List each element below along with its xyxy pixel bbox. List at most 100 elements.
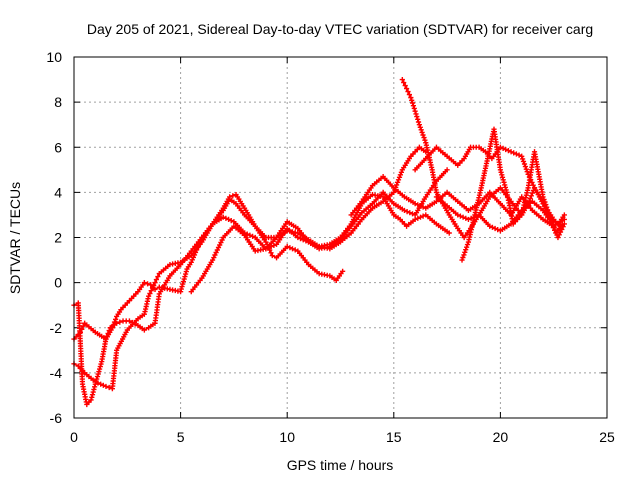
y-tick-label: 10 (46, 49, 62, 65)
y-tick-label: -6 (50, 410, 63, 426)
marker-run (415, 213, 426, 221)
y-tick-label: -2 (50, 320, 63, 336)
marker-run (158, 275, 172, 295)
marker-run (472, 187, 484, 216)
data-point (269, 252, 275, 259)
marker-run (297, 228, 310, 243)
marker-run (435, 169, 448, 182)
series-pass-8 (459, 126, 567, 263)
marker-run (142, 296, 151, 315)
marker-run (533, 187, 545, 204)
marker-run (94, 331, 107, 341)
marker-run (233, 225, 245, 236)
marker-run (190, 241, 203, 256)
marker-run (117, 319, 123, 325)
marker-run (553, 218, 565, 228)
marker-run (460, 242, 471, 261)
marker-run (212, 215, 224, 226)
marker-run (287, 245, 298, 253)
marker-run (541, 196, 552, 215)
series-trail (73, 169, 448, 406)
marker-run (372, 200, 384, 210)
marker-run (442, 227, 450, 235)
marker-run (441, 203, 451, 216)
marker-run (137, 324, 145, 332)
marker-run (170, 287, 181, 294)
marker-run (511, 150, 522, 158)
marker-run (425, 214, 437, 225)
marker-run (463, 228, 472, 238)
marker-run (491, 129, 503, 170)
marker-run (399, 219, 408, 227)
marker-run (89, 384, 98, 400)
marker-run (211, 237, 225, 261)
series-trail (73, 193, 344, 390)
data-point (152, 280, 158, 286)
marker-run (425, 146, 438, 160)
marker-run (169, 263, 182, 277)
x-tick-label: 15 (386, 429, 402, 445)
marker-run (79, 323, 86, 332)
marker-run (542, 210, 555, 227)
marker-run (235, 203, 246, 216)
y-tick-label: -4 (50, 365, 63, 381)
marker-run (531, 209, 544, 221)
marker-run (446, 205, 459, 216)
marker-run (137, 313, 145, 320)
marker-run (243, 234, 257, 252)
marker-run (401, 155, 412, 171)
marker-run (329, 236, 341, 246)
marker-run (200, 259, 214, 279)
marker-run (223, 215, 234, 224)
marker-run (265, 242, 277, 251)
data-point (412, 108, 418, 114)
marker-run (456, 228, 466, 238)
marker-run (148, 322, 156, 329)
marker-run (418, 146, 427, 153)
marker-run (556, 224, 566, 238)
marker-run (158, 263, 171, 275)
series-trail (190, 193, 450, 293)
x-axis-label: GPS time / hours (287, 457, 394, 473)
marker-run (190, 277, 203, 292)
marker-run (308, 263, 320, 275)
series-pass-3 (71, 167, 450, 408)
marker-run (372, 192, 384, 199)
marker-run (531, 200, 544, 212)
marker-run (308, 240, 320, 248)
marker-run (350, 219, 363, 234)
marker-run (254, 236, 267, 250)
marker-run (99, 338, 109, 362)
marker-run (417, 124, 428, 143)
marker-run (95, 380, 106, 388)
marker-run (499, 222, 512, 232)
marker-run (255, 246, 266, 254)
marker-run (190, 237, 203, 252)
x-tick-label: 0 (70, 429, 78, 445)
data-point (519, 153, 525, 159)
marker-run (504, 192, 516, 224)
marker-run (75, 302, 85, 385)
marker-run (286, 220, 299, 230)
marker-run (448, 214, 459, 229)
marker-run (86, 399, 92, 405)
marker-run (413, 111, 422, 125)
marker-run (425, 200, 437, 210)
marker-run (478, 146, 486, 153)
marker-run (234, 194, 246, 209)
marker-run (185, 262, 193, 270)
marker-run (406, 218, 416, 228)
marker-run (457, 158, 465, 166)
marker-run (393, 213, 401, 221)
marker-run (521, 200, 533, 212)
x-tick-label: 20 (493, 429, 509, 445)
marker-run (115, 309, 123, 317)
x-tick-label: 5 (177, 429, 185, 445)
marker-run (436, 146, 448, 158)
marker-run (446, 155, 459, 167)
marker-run (372, 175, 384, 187)
marker-run (436, 222, 444, 230)
marker-run (382, 175, 395, 189)
marker-run (275, 228, 289, 245)
marker-run (393, 187, 405, 198)
